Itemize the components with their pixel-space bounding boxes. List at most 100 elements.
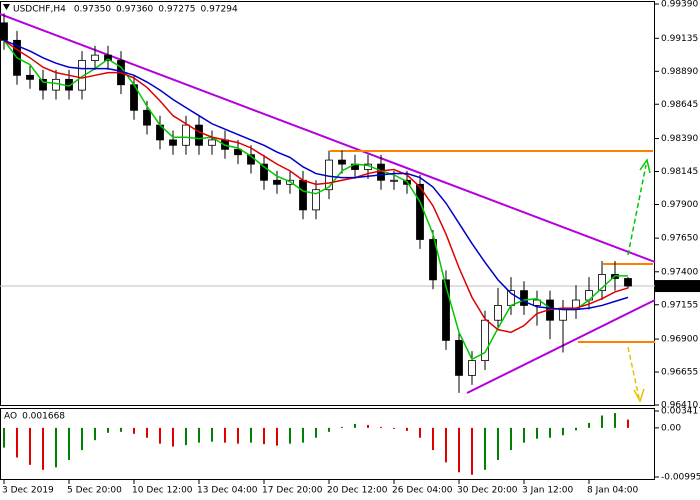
candle-body	[559, 309, 567, 321]
ao-bar	[133, 427, 135, 434]
up-arrow-head	[639, 158, 651, 174]
x-tick-label: 13 Dec 04:00	[197, 486, 258, 496]
y-tick-label: 0.99135	[661, 34, 698, 44]
candle-body	[169, 139, 177, 146]
candle-body	[91, 54, 99, 61]
candle-body	[442, 279, 450, 341]
candle-body	[598, 274, 606, 292]
ao-bar	[198, 427, 200, 443]
ao-bar	[458, 427, 460, 473]
x-tick-label: 30 Dec 20:00	[457, 486, 518, 496]
y-tick-label: 0.96655	[661, 368, 698, 378]
ao-bar	[159, 427, 161, 444]
ao-bar	[536, 427, 538, 439]
ao-bar	[42, 427, 44, 470]
candle-body	[208, 139, 216, 146]
ohlc-label: 0.97294	[200, 5, 237, 15]
ao-bar	[315, 427, 317, 438]
ao-bar	[484, 427, 486, 470]
candle-body	[273, 179, 281, 185]
candle-body	[312, 189, 320, 211]
ao-bar	[55, 427, 57, 468]
x-tick-label: 26 Dec 04:00	[392, 486, 453, 496]
y-tick-label: 0.97900	[661, 200, 698, 210]
ao-bar	[575, 427, 577, 431]
candle-body	[52, 78, 60, 91]
ao-bar	[172, 427, 174, 447]
ao-bar	[3, 427, 5, 448]
candle-body	[234, 148, 242, 156]
ao-bar	[523, 427, 525, 443]
ao-bar	[29, 427, 31, 465]
candle-body	[299, 179, 307, 211]
ao-bar	[380, 426, 382, 428]
x-tick-label: 10 Dec 12:00	[132, 486, 193, 496]
candle-body	[104, 54, 112, 61]
ao-value: 0.001668	[22, 412, 65, 422]
x-tick-label: 17 Dec 20:00	[262, 486, 323, 496]
ao-bar	[445, 427, 447, 463]
y-tick-label: 0.97400	[661, 267, 698, 277]
x-tick-label: 5 Dec 20:00	[67, 486, 122, 496]
ao-bar	[107, 427, 109, 433]
ao-bar	[497, 427, 499, 460]
ao-bar	[289, 427, 291, 444]
x-tick-label: 3 Dec 2019	[2, 486, 54, 496]
ao-bar	[614, 413, 616, 428]
symbol-icon	[3, 4, 10, 10]
ao-bar	[81, 427, 83, 451]
ao-bar	[16, 427, 18, 458]
y-tick-label: 0.96900	[661, 335, 698, 345]
ao-bar	[263, 427, 265, 445]
y-tick-label: 0.97650	[661, 234, 698, 244]
ao-bar	[302, 427, 304, 443]
ao-bar	[549, 427, 551, 438]
ao-bar	[94, 427, 96, 441]
moving-average	[3, 39, 629, 311]
ao-bar	[341, 426, 343, 428]
candle-body	[624, 278, 632, 287]
price-box-label: 0.97294	[658, 282, 695, 292]
price-box	[655, 280, 700, 293]
ao-bar	[120, 427, 122, 432]
candle-body	[143, 109, 151, 126]
ao-bar	[328, 427, 330, 432]
trend-line	[0, 13, 656, 263]
x-tick-label: 8 Jan 04:00	[587, 486, 639, 496]
ohlc-label: 0.97350	[74, 5, 111, 15]
y-tick-label: 0.00	[661, 423, 681, 433]
y-tick-label: 0.97155	[661, 300, 698, 310]
x-tick-label: 20 Dec 12:00	[327, 486, 388, 496]
ao-bar	[588, 422, 590, 428]
ao-bar	[601, 415, 603, 428]
candle-body	[195, 124, 203, 146]
candle-body	[39, 78, 47, 91]
candle-body	[455, 340, 463, 376]
down-arrow-head	[633, 388, 645, 403]
ao-bar	[406, 427, 408, 431]
candle-body	[494, 305, 502, 321]
candle-body	[481, 319, 489, 361]
candle-body	[533, 299, 541, 306]
ao-bar	[393, 427, 395, 429]
y-tick-label: 0.99390	[661, 0, 698, 10]
candle-body	[416, 183, 424, 240]
y-tick-label: 0.98890	[661, 67, 698, 77]
ao-bar	[68, 427, 70, 460]
trend-line	[466, 299, 656, 394]
chart-title: USDCHF,H4	[13, 5, 66, 15]
candle-body	[26, 74, 34, 80]
ao-bar	[471, 427, 473, 475]
y-tick-label: 0.003417	[661, 407, 700, 417]
ao-bar	[250, 427, 252, 443]
y-tick-label: -0.009956	[661, 473, 700, 483]
candle-body	[338, 159, 346, 165]
candle-body	[520, 290, 528, 306]
x-tick-label: 3 Jan 12:00	[522, 486, 574, 496]
candle-body	[390, 179, 398, 182]
candle-body	[468, 360, 476, 376]
ao-bar	[510, 427, 512, 451]
ao-bar	[146, 427, 148, 438]
